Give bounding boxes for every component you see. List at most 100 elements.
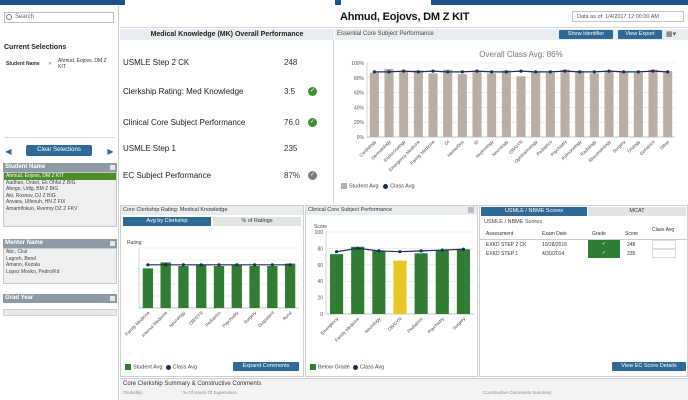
legend-label: Below Grade [318,364,350,371]
view-export-button[interactable]: View Export [618,30,662,39]
grad-year-header[interactable]: Grad Year [3,294,117,303]
x-tick-label: OB/GYN [188,310,204,326]
class-avg-point [334,250,339,254]
table-row[interactable]: EXKD STEP 2 CK 10/28/2015 ✓ 248 [480,240,687,249]
list-item[interactable]: Amano, Kezala [6,262,40,268]
x-tick-label: Rural [282,310,293,321]
bar [414,253,428,314]
student-list[interactable]: Ahmud, Eojovs, DM Z KIT Aadhan, Onkel, E… [3,172,117,227]
show-identifier-button[interactable]: Show Identifier [559,30,613,39]
clear-selections-button[interactable]: Clear Selections [26,145,92,156]
legend-label: Class Avg [172,364,197,371]
bar [196,264,207,308]
list-item[interactable]: Ahmud, Eojovs, DM Z KIT [4,173,116,180]
list-item[interactable]: Abc, Ckul [6,249,28,255]
class-avg-point [387,70,391,74]
class-avg-point [636,70,640,74]
class-avg-point [164,263,168,267]
tab-mcat[interactable]: MCAT [588,207,686,216]
x-tick-label: Neurology [364,316,383,335]
tab-avg-by-clerkship[interactable]: Avg by Clerkship [123,217,211,226]
cell-date: 4/30/2014 [542,251,565,257]
ecs-chart: Overall Class Avg: 86% 0% 20% 40% 60% 80% 100%… [351,50,675,172]
current-selections-title: Current Selections [4,44,67,51]
bar [663,71,673,137]
class-avg-point [578,70,582,74]
class-avg-point [666,70,670,74]
list-options-icon[interactable] [110,241,115,246]
list-item[interactable]: Aki, Rosouv, DJ Z BIG [6,192,56,199]
list-item[interactable]: Aadhan, Onkel, Ek Ohfai Z BIG [6,179,76,186]
tab-usmle-scores[interactable]: USMLE / NBME Scores [481,207,587,216]
x-tick-label: Outpatient [257,310,276,329]
student-name-header[interactable]: Student Name [3,163,117,172]
sheet-tab-2[interactable] [341,0,431,5]
tab-pct-of-ratings[interactable]: % of Ratings [213,217,301,226]
y-tick-label: 80% [354,76,365,82]
list-item[interactable]: Lagreh, Berel [6,255,37,262]
bar [589,73,599,137]
class-avg-point [607,69,611,73]
y-tick-label: 40 [317,279,323,285]
student-name-header-label: Student Name [5,164,46,170]
column-header: Assessment [486,231,514,237]
app-top-bar [0,0,688,5]
panel-menu-icon[interactable]: ▦▾ [666,31,677,38]
x-tick-label: Psychiatry [427,316,446,335]
panel-options-icon[interactable] [468,207,474,213]
forward-arrow-icon[interactable]: ▶ [107,147,114,156]
class-avg-point [181,263,186,267]
list-options-icon[interactable] [110,296,115,301]
class-avg-point [431,69,435,73]
class-avg-point [398,250,402,254]
search-input[interactable]: Search [4,12,114,23]
list-item[interactable]: Lopez Mosko, Pedro/Kd [6,268,60,275]
sheet-tab-1[interactable] [125,0,335,5]
legend-dot [352,364,358,370]
y-tick-label: 100% [351,61,364,67]
list-options-icon[interactable] [110,165,115,170]
table-row[interactable]: EXKD STEP 1 4/30/2014 ✓ 235 [480,249,687,258]
remove-selection-icon[interactable]: ✕ [48,61,53,67]
mk-row-label: EC Subject Performance [123,171,212,180]
list-item[interactable]: Amamifokuo, Rvemry DZ Z FKV [6,205,78,212]
view-ec-score-details-button[interactable]: View EC Score Details [612,362,686,371]
list-item[interactable]: Abogo, Udlg, BM Z BIG [6,186,59,192]
selection-value: Ahmud, Eojovs, DM Z KIT [58,58,107,70]
mk-row: Clerkship Rating: Med Knowledge 3.5 ✓ [120,85,334,99]
bar [435,250,449,314]
usmle-scores-panel: USMLE / NBME Scores MCAT USMLE / NBME Sc… [479,205,688,377]
class-avg-point [440,248,444,252]
mk-row-value: 248 [284,58,298,67]
footer-column-row: Clerkship % Of Hours Of Supervision Cons… [123,390,683,397]
grad-year-list[interactable] [3,309,117,316]
current-selections-box [4,54,115,138]
bar [160,262,171,308]
list-item[interactable]: Anvara, Ulfeouh, HN Z FIX [6,199,66,205]
bar [604,70,614,137]
mk-row: USMLE Step 2 CK 248 [120,56,334,70]
grad-year-header-label: Grad Year [5,295,34,301]
legend-dot [383,183,389,189]
column-header: Class Avg [652,227,675,233]
mentor-list[interactable]: Abc, Ckul Lagreh, Berel Amano, Kezala Lo… [3,248,117,284]
back-arrow-icon[interactable]: ◀ [5,147,12,156]
mk-row-label: Clinical Core Subject Performance [123,118,246,127]
cell-score: 248 [627,242,636,248]
grade-check-icon: ✓ [588,249,620,258]
class-avg-point [235,263,239,267]
clerkship-rating-panel: Core Clerkship Rating: Medical Knowledge… [120,205,304,377]
x-tick-label: OB/GYN [387,316,403,332]
expand-comments-button[interactable]: Expand Comments [233,362,299,371]
bar [428,73,438,137]
bar [284,263,296,308]
x-tick-label: Emergency [320,316,340,336]
usmle-table-title: USMLE / NBME Scores [484,219,543,225]
class-avg-point [252,263,257,267]
y-axis-label: Rating [127,240,142,246]
class-avg-point [446,70,450,74]
clinical-core-subject-panel: Clinical Core Subject Performance Score 0… [305,205,478,377]
bar [487,73,497,137]
mentor-name-header[interactable]: Mentor Name [3,239,117,248]
bar [178,266,189,308]
